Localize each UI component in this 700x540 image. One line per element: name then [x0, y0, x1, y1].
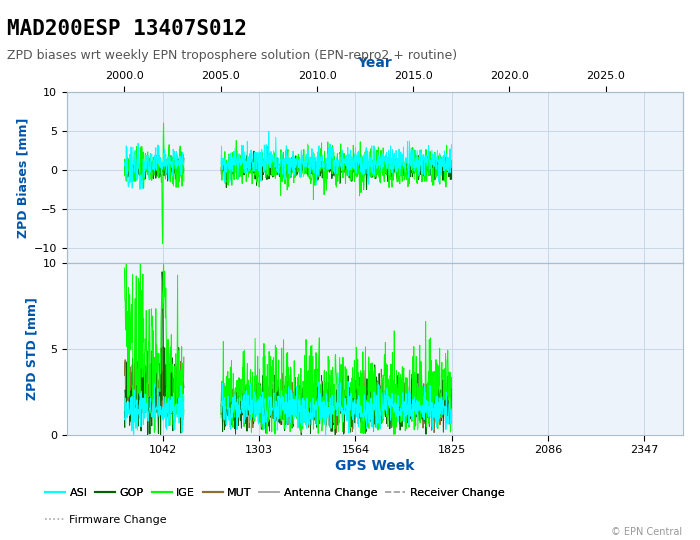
- X-axis label: GPS Week: GPS Week: [335, 460, 414, 473]
- X-axis label: Year: Year: [357, 56, 392, 70]
- Text: MAD200ESP 13407S012: MAD200ESP 13407S012: [7, 19, 247, 39]
- Text: © EPN Central: © EPN Central: [611, 527, 682, 537]
- Legend: Firmware Change: Firmware Change: [41, 510, 172, 529]
- Y-axis label: ZPD Biases [mm]: ZPD Biases [mm]: [16, 117, 29, 238]
- Text: ZPD biases wrt weekly EPN troposphere solution (EPN-repro2 + routine): ZPD biases wrt weekly EPN troposphere so…: [7, 49, 457, 62]
- Y-axis label: ZPD STD [mm]: ZPD STD [mm]: [26, 298, 38, 401]
- Legend: ASI, GOP, IGE, MUT, Antenna Change, Receiver Change: ASI, GOP, IGE, MUT, Antenna Change, Rece…: [41, 483, 509, 502]
